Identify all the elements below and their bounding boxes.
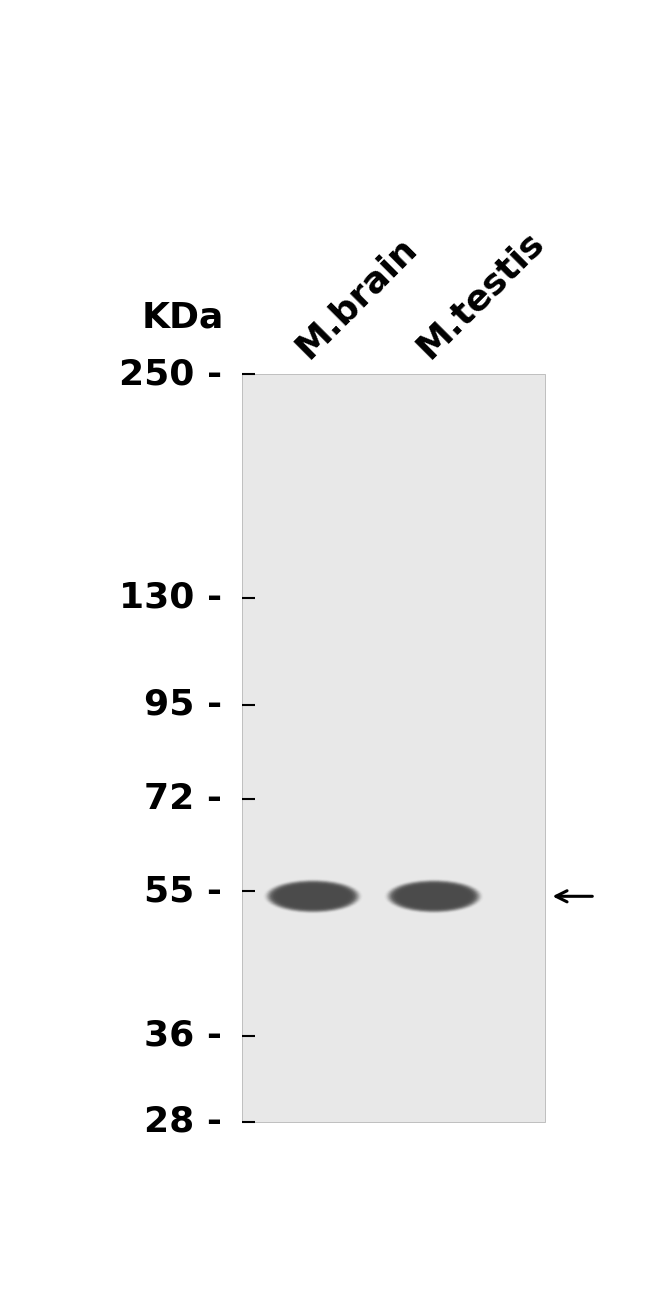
Ellipse shape — [385, 880, 482, 914]
Ellipse shape — [398, 885, 469, 907]
Ellipse shape — [400, 886, 468, 907]
Ellipse shape — [402, 888, 466, 906]
Text: 28 -: 28 - — [144, 1105, 222, 1139]
Ellipse shape — [396, 885, 471, 908]
Ellipse shape — [404, 888, 464, 905]
Ellipse shape — [268, 881, 358, 911]
Ellipse shape — [398, 885, 470, 907]
Ellipse shape — [406, 889, 462, 903]
Ellipse shape — [394, 884, 474, 910]
Text: 55 -: 55 - — [144, 875, 222, 908]
Ellipse shape — [279, 886, 347, 907]
Ellipse shape — [275, 884, 351, 908]
Ellipse shape — [386, 880, 482, 914]
Ellipse shape — [284, 889, 342, 905]
Ellipse shape — [400, 886, 467, 906]
Ellipse shape — [269, 881, 357, 911]
Text: M.brain: M.brain — [289, 230, 423, 365]
Ellipse shape — [283, 888, 343, 905]
Ellipse shape — [397, 885, 471, 907]
Ellipse shape — [390, 881, 478, 911]
Ellipse shape — [280, 886, 346, 906]
Text: M.testis: M.testis — [410, 224, 550, 365]
Text: 72 -: 72 - — [144, 783, 222, 817]
Ellipse shape — [272, 883, 354, 910]
Ellipse shape — [395, 884, 473, 908]
Ellipse shape — [265, 880, 361, 914]
Text: KDa: KDa — [142, 300, 224, 335]
Ellipse shape — [389, 881, 479, 912]
Ellipse shape — [388, 880, 480, 912]
Ellipse shape — [281, 888, 345, 906]
Ellipse shape — [278, 885, 348, 907]
Text: 130 -: 130 - — [119, 581, 222, 615]
Ellipse shape — [273, 884, 353, 910]
Ellipse shape — [283, 888, 343, 905]
Ellipse shape — [266, 880, 360, 912]
Ellipse shape — [391, 883, 477, 911]
Text: 250 -: 250 - — [119, 357, 222, 392]
Ellipse shape — [392, 883, 476, 911]
Ellipse shape — [276, 885, 350, 907]
Ellipse shape — [281, 888, 344, 905]
Text: 95 -: 95 - — [144, 687, 222, 722]
Bar — [242, 374, 545, 1122]
Ellipse shape — [265, 880, 361, 914]
Ellipse shape — [404, 888, 463, 905]
Ellipse shape — [274, 884, 352, 908]
Ellipse shape — [285, 889, 341, 903]
Ellipse shape — [405, 889, 463, 905]
Ellipse shape — [268, 881, 358, 912]
Ellipse shape — [267, 880, 359, 912]
Ellipse shape — [272, 883, 354, 910]
Ellipse shape — [396, 884, 472, 908]
Ellipse shape — [406, 889, 462, 903]
Ellipse shape — [401, 886, 467, 906]
Ellipse shape — [270, 883, 356, 911]
Ellipse shape — [276, 885, 350, 908]
Ellipse shape — [387, 880, 481, 912]
Text: 36 -: 36 - — [144, 1018, 222, 1053]
Ellipse shape — [393, 883, 475, 910]
Ellipse shape — [277, 885, 349, 907]
Ellipse shape — [271, 883, 355, 911]
Ellipse shape — [393, 883, 474, 910]
Ellipse shape — [402, 888, 465, 905]
Ellipse shape — [389, 881, 478, 911]
Ellipse shape — [285, 889, 341, 903]
Ellipse shape — [280, 886, 346, 906]
